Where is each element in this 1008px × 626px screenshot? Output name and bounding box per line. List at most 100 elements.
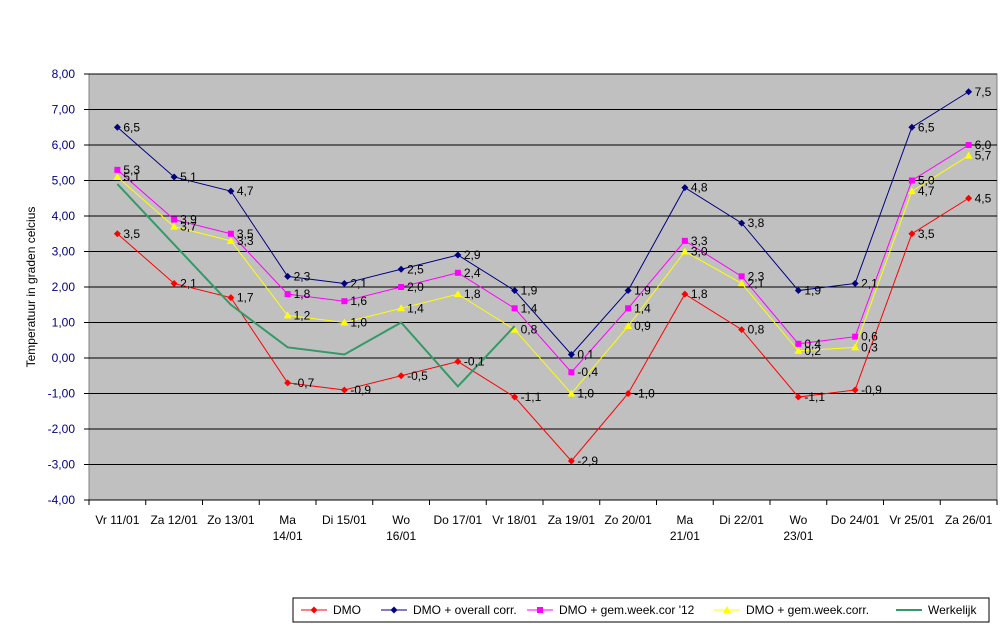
data-label: 6,0 [975,138,992,152]
data-point [625,305,632,312]
data-point [114,166,121,173]
y-tick-label: 3,00 [52,245,76,259]
data-point [340,318,349,326]
x-tick-label: Di 22/01 [719,513,764,527]
data-label: 2,0 [407,280,424,294]
data-point [454,358,462,366]
gridlines [84,73,998,505]
data-point [510,325,519,333]
data-label: 1,6 [350,294,367,308]
data-point [283,311,292,319]
x-tick-label: Wo [789,513,807,527]
data-label: 0,1 [577,347,594,361]
data-label: 2,1 [180,276,197,290]
data-point [567,389,576,397]
data-label: 3,0 [691,245,708,259]
legend-item: DMO + overall corr. [381,603,517,617]
data-label: 5,0 [918,174,935,188]
data-label: -0,7 [294,376,315,390]
data-point [284,291,291,298]
data-label: 0,8 [748,323,765,337]
data-label: 3,5 [123,227,140,241]
data-point [284,272,292,280]
data-point [537,607,543,613]
data-label: 4,5 [975,191,992,205]
data-label: 4,7 [237,184,254,198]
data-point [171,216,178,223]
data-point [340,279,348,287]
y-tick-labels: -4,00 -3,00 -2,00 -1,00 0,00 1,00 2,00 3,00 4,00… [48,67,76,507]
data-point [681,184,689,192]
data-point [852,333,859,340]
data-label: 5,7 [975,149,992,163]
data-point [511,393,519,401]
data-point [397,265,405,273]
x-tick-label: 23/01 [783,529,813,543]
data-label: 2,4 [464,266,481,280]
series-line [117,197,969,462]
x-tick-label: Do 24/01 [831,513,880,527]
data-point [723,606,731,613]
y-tick-label: 1,00 [52,316,76,330]
x-tick-label: Vr 18/01 [492,513,537,527]
x-tick-label: 14/01 [273,529,303,543]
legend-item: DMO + gem.week.cor '12 [527,603,695,617]
data-point [567,457,575,465]
x-tick-label: Za 26/01 [945,513,993,527]
data-label: 3,5 [237,227,254,241]
y-tick-label: 5,00 [52,174,76,188]
data-label: 2,5 [407,262,424,276]
data-point [965,88,973,96]
data-label: -1,1 [804,390,825,404]
data-point [851,279,859,287]
data-label: 2,1 [748,276,765,290]
x-tick-label: Do 17/01 [434,513,483,527]
data-point [568,369,575,376]
series-line [116,183,516,388]
data-point [170,173,178,181]
data-point [227,230,234,237]
legend-label: DMO + overall corr. [413,603,517,617]
data-point [113,172,122,180]
data-point [170,279,178,287]
data-label: 1,8 [464,287,481,301]
data-point [794,287,802,295]
legend-item: DMO [301,603,361,617]
legend: DMO DMO + overall corr. DMO + gem.week.cor… [292,597,990,623]
data-point [851,343,860,351]
data-label: 4,8 [691,181,708,195]
y-tick-label: -2,00 [48,422,76,436]
data-point [226,236,235,244]
data-label: -0,1 [464,355,485,369]
data-point [390,606,398,614]
data-label: 3,9 [180,213,197,227]
data-label: 1,9 [521,284,538,298]
data-label: 0,3 [861,340,878,354]
y-tick-label: -1,00 [48,387,76,401]
data-point [397,372,405,380]
data-point [624,287,632,295]
data-point [624,390,632,397]
data-point [738,326,746,334]
series-1 [113,88,973,358]
data-label: 2,1 [350,276,367,290]
data-point [908,123,916,131]
data-point [340,386,348,394]
data-label: 1,4 [407,301,424,315]
data-label: 0,6 [861,330,878,344]
y-tick-label: 7,00 [52,103,76,117]
y-tick-label: -4,00 [48,493,76,507]
data-point [453,290,462,298]
data-label: 2,3 [748,269,765,283]
legend-label: DMO + gem.week.corr. [746,603,869,617]
data-label: 1,7 [237,291,254,305]
data-label: 1,9 [634,284,651,298]
data-label: -1,1 [521,390,542,404]
x-tick-label: Ma [279,513,296,527]
data-label: 1,4 [634,301,651,315]
data-point [511,287,519,295]
data-point [737,279,746,287]
data-point [567,350,575,358]
data-label: 1,2 [294,308,311,322]
data-point [454,251,462,259]
